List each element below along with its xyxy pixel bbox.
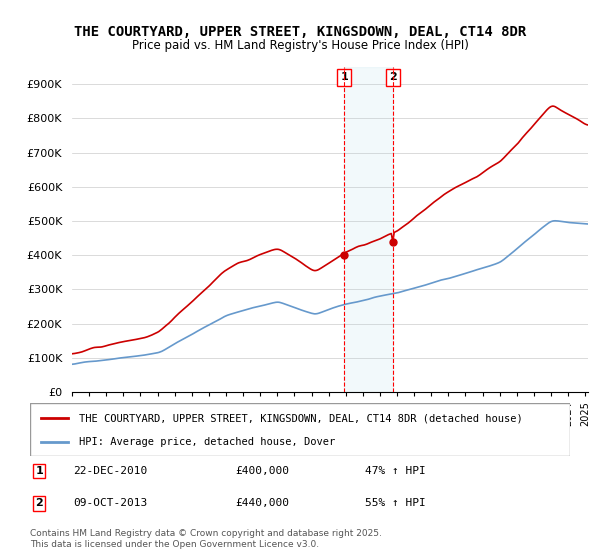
Text: 2: 2 xyxy=(35,498,43,508)
Text: 1: 1 xyxy=(340,72,348,82)
Text: £440,000: £440,000 xyxy=(235,498,289,508)
Text: 47% ↑ HPI: 47% ↑ HPI xyxy=(365,466,425,476)
Text: 1: 1 xyxy=(35,466,43,476)
Text: Price paid vs. HM Land Registry's House Price Index (HPI): Price paid vs. HM Land Registry's House … xyxy=(131,39,469,52)
Text: Contains HM Land Registry data © Crown copyright and database right 2025.
This d: Contains HM Land Registry data © Crown c… xyxy=(30,529,382,549)
FancyBboxPatch shape xyxy=(30,403,570,456)
Bar xyxy=(344,67,393,392)
Text: 2: 2 xyxy=(389,72,397,82)
Text: 55% ↑ HPI: 55% ↑ HPI xyxy=(365,498,425,508)
Text: THE COURTYARD, UPPER STREET, KINGSDOWN, DEAL, CT14 8DR (detached house): THE COURTYARD, UPPER STREET, KINGSDOWN, … xyxy=(79,413,523,423)
Text: THE COURTYARD, UPPER STREET, KINGSDOWN, DEAL, CT14 8DR: THE COURTYARD, UPPER STREET, KINGSDOWN, … xyxy=(74,25,526,39)
Text: £400,000: £400,000 xyxy=(235,466,289,476)
Text: HPI: Average price, detached house, Dover: HPI: Average price, detached house, Dove… xyxy=(79,436,335,446)
Text: 09-OCT-2013: 09-OCT-2013 xyxy=(73,498,148,508)
Text: 22-DEC-2010: 22-DEC-2010 xyxy=(73,466,148,476)
